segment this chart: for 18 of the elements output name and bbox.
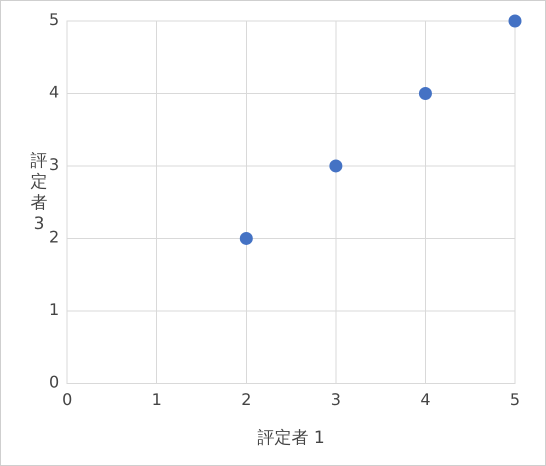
y-tick-label: 5 <box>48 10 60 30</box>
point <box>329 159 342 172</box>
x-tick-label: 5 <box>510 390 520 410</box>
point <box>240 232 253 245</box>
y-tick-label: 3 <box>48 155 60 174</box>
x-axis-title: 評定者 1 <box>257 428 325 448</box>
y-tick-label: 0 <box>48 372 60 392</box>
x-tick-label: 0 <box>62 390 72 410</box>
y-tick-label: 4 <box>48 82 60 102</box>
x-tick-label: 3 <box>330 390 341 410</box>
x-tick-label: 4 <box>420 390 431 410</box>
y-axis-title: 評定者 3 <box>30 151 48 235</box>
point <box>508 14 522 28</box>
x-tick-label: 2 <box>241 390 252 410</box>
y-tick-label: 1 <box>48 300 60 320</box>
point <box>418 86 432 100</box>
y-tick-label: 2 <box>48 228 60 247</box>
x-tick-label: 1 <box>152 390 162 410</box>
